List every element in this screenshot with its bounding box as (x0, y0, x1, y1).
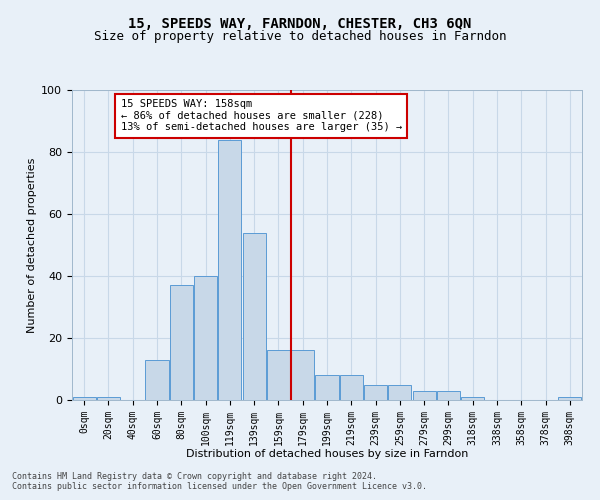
Text: Contains HM Land Registry data © Crown copyright and database right 2024.: Contains HM Land Registry data © Crown c… (12, 472, 377, 481)
Bar (170, 286, 193, 400)
Text: 15, SPEEDS WAY, FARNDON, CHESTER, CH3 6QN: 15, SPEEDS WAY, FARNDON, CHESTER, CH3 6Q… (128, 18, 472, 32)
Bar (437, 390, 460, 400)
Bar (97, 397, 120, 400)
Bar (194, 276, 217, 400)
Bar (316, 375, 338, 400)
Y-axis label: Number of detached properties: Number of detached properties (27, 158, 37, 332)
Bar (559, 397, 581, 400)
Bar (218, 140, 241, 400)
Bar (291, 350, 314, 400)
Bar (73, 397, 95, 400)
Bar (145, 360, 169, 400)
Bar (242, 232, 266, 400)
Text: Contains public sector information licensed under the Open Government Licence v3: Contains public sector information licen… (12, 482, 427, 491)
Bar (388, 384, 412, 400)
X-axis label: Distribution of detached houses by size in Farndon: Distribution of detached houses by size … (186, 449, 468, 459)
Text: Size of property relative to detached houses in Farndon: Size of property relative to detached ho… (94, 30, 506, 43)
Text: 15 SPEEDS WAY: 158sqm
← 86% of detached houses are smaller (228)
13% of semi-det: 15 SPEEDS WAY: 158sqm ← 86% of detached … (121, 100, 402, 132)
Bar (340, 375, 363, 400)
Bar (461, 397, 484, 400)
Bar (413, 390, 436, 400)
Bar (364, 384, 387, 400)
Bar (267, 350, 290, 400)
